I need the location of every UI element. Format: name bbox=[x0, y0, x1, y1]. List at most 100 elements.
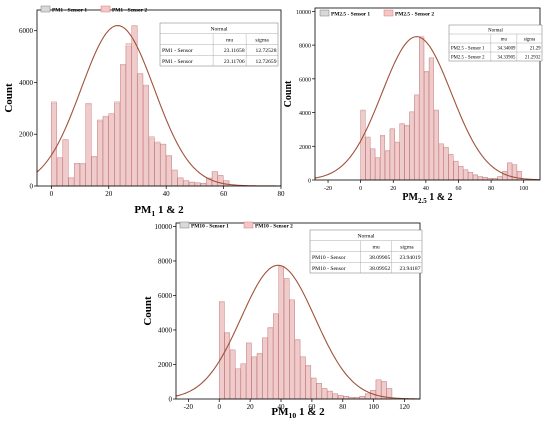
legend-label-sensor1: PM2.5 - Sensor 1 bbox=[331, 12, 370, 18]
bar-sensor2 bbox=[443, 146, 449, 181]
legend-swatch-sensor1 bbox=[40, 5, 51, 13]
y-tick-label: 6000 bbox=[19, 27, 34, 35]
legend-label-sensor2: PM10 - Sensor 2 bbox=[255, 224, 293, 230]
x-tick-label: 60 bbox=[220, 190, 228, 198]
bar-sensor2 bbox=[148, 136, 155, 187]
bar-sensor2 bbox=[497, 176, 503, 181]
bar-sensor2 bbox=[114, 101, 121, 187]
x-tick-label: 120 bbox=[399, 403, 410, 411]
bar-sensor2 bbox=[477, 176, 483, 181]
bar-sensor2 bbox=[137, 73, 144, 187]
bar-sensor2 bbox=[125, 43, 132, 187]
bar-sensor2 bbox=[171, 169, 178, 187]
bar-sensor2 bbox=[364, 393, 371, 400]
bar-sensor2 bbox=[246, 342, 252, 400]
x-tick-label: 60 bbox=[308, 403, 316, 411]
bar-sensor2 bbox=[458, 165, 464, 181]
y-tick-label: 8000 bbox=[299, 44, 311, 50]
bar-sensor2 bbox=[438, 143, 444, 181]
bar-sensor2 bbox=[68, 177, 75, 187]
bar-sensor2 bbox=[97, 119, 103, 187]
bar-sensor2 bbox=[235, 368, 241, 400]
bar-sensor2 bbox=[62, 139, 69, 187]
fit-table-row-mu: 38.09905 bbox=[369, 255, 390, 261]
bar-sensor2 bbox=[414, 94, 420, 181]
bar-sensor2 bbox=[143, 84, 149, 187]
bar-sensor2 bbox=[165, 155, 172, 187]
bar-sensor2 bbox=[194, 182, 201, 187]
chart-panel-2: -20 0 20 40 60 80 100 0 2000 4000 6000 8000 10000 Cou… bbox=[283, 7, 543, 205]
fit-table-row-mu: 34.34009 bbox=[497, 46, 516, 51]
fit-table-row-name: PM2.5 - Sensor 2 bbox=[451, 55, 485, 60]
legend-swatch-sensor1 bbox=[179, 221, 190, 229]
x-tick-label: 0 bbox=[359, 186, 362, 192]
x-tick-label: 80 bbox=[488, 186, 494, 192]
x-tick-label: 20 bbox=[247, 403, 255, 411]
bar-sensor2 bbox=[273, 313, 279, 400]
x-tick-label: 0 bbox=[50, 190, 54, 198]
bar-sensor2 bbox=[375, 157, 381, 181]
legend-label-sensor2: PM1 - Sensor 2 bbox=[112, 8, 147, 14]
bar-sensor2 bbox=[251, 356, 257, 400]
bar-sensor2 bbox=[267, 327, 274, 400]
bar-sensor2 bbox=[394, 141, 400, 181]
bar-sensor2 bbox=[229, 349, 236, 400]
y-tick-label: 4000 bbox=[19, 79, 34, 87]
fit-table-row-name: PM1 - Sensor bbox=[162, 59, 193, 65]
fit-table-row-sigma: 23.94019 bbox=[400, 255, 421, 261]
bar-sensor2 bbox=[283, 278, 290, 400]
y-tick-label: 2000 bbox=[158, 361, 173, 369]
x-tick-label: 40 bbox=[278, 403, 286, 411]
bar-sensor2 bbox=[289, 299, 295, 400]
bar-sensor2 bbox=[380, 135, 386, 181]
bar-sensor2 bbox=[56, 157, 63, 187]
bar-sensor2 bbox=[448, 154, 454, 181]
legend: PM1 - Sensor 1 PM1 - Sensor 2 bbox=[40, 5, 147, 14]
fit-table-header-mu: mu bbox=[226, 37, 233, 43]
chart-panel-1: 0 20 40 60 80 0 2000 4000 6000 Count PM1 1 & 2 PM1 … bbox=[3, 5, 285, 218]
plot-frame bbox=[175, 222, 421, 400]
bar-sensor2 bbox=[468, 172, 474, 181]
x-tick-label: -20 bbox=[324, 186, 332, 192]
legend-swatch-sensor1 bbox=[319, 9, 330, 17]
bar-sensor2 bbox=[211, 171, 218, 187]
bar-sensor2 bbox=[316, 383, 322, 400]
y-tick-label: 2000 bbox=[299, 145, 311, 151]
fit-table-row-name: PM10 - Sensor bbox=[312, 266, 346, 272]
fit-table-row-name: PM10 - Sensor bbox=[312, 255, 346, 261]
bar-sensor2 bbox=[51, 101, 57, 187]
bar-sensor2 bbox=[389, 128, 395, 181]
y-tick-label: 4000 bbox=[158, 326, 173, 334]
y-axis-label: Count bbox=[142, 296, 154, 326]
bar-sensor2 bbox=[404, 124, 410, 181]
legend-swatch-sensor2 bbox=[383, 9, 394, 17]
bar-sensor2 bbox=[502, 171, 508, 181]
normal-fit-curve bbox=[36, 24, 281, 187]
bar-sensor2 bbox=[108, 113, 115, 187]
bar-sensor2 bbox=[79, 163, 86, 187]
fit-table-row-sigma: 21.2932 bbox=[525, 55, 541, 60]
legend-label-sensor2: PM2.5 - Sensor 2 bbox=[395, 12, 434, 18]
bar-sensor2 bbox=[507, 162, 513, 181]
fit-table-header-sigma: sigma bbox=[255, 37, 269, 43]
bar-sensor2 bbox=[472, 174, 478, 181]
bar-sensor2 bbox=[370, 148, 376, 181]
y-tick-label: 10000 bbox=[155, 223, 173, 231]
fit-table-header-sigma: sigma bbox=[524, 37, 536, 42]
bar-sensor2 bbox=[120, 64, 126, 187]
bar-sensor2 bbox=[384, 150, 390, 181]
bar-sensor2 bbox=[240, 363, 247, 400]
bar-sensor2 bbox=[428, 57, 434, 181]
fit-table-row-sigma: 23.94187 bbox=[400, 266, 421, 272]
fit-table-row-sigma: 21.29 bbox=[530, 46, 541, 51]
fit-table: Normal mu sigma PM1 - Sensor 23.11658 12.7252… bbox=[159, 22, 279, 67]
bar-sensor2 bbox=[453, 160, 459, 181]
y-tick-label: 10000 bbox=[296, 10, 311, 16]
x-tick-label: 0 bbox=[217, 403, 221, 411]
fit-table: Normal mu sigma PM2.5 - Sensor 1 34.34009 21.… bbox=[448, 24, 543, 62]
fit-table-row-mu: 23.11706 bbox=[224, 59, 245, 65]
chart-panel-3: -20 0 20 40 60 80 100 120 0 2000 4000 6000 8000 10000… bbox=[142, 221, 423, 420]
bar-sensor2 bbox=[177, 177, 184, 187]
bar-sensor2 bbox=[305, 365, 312, 400]
